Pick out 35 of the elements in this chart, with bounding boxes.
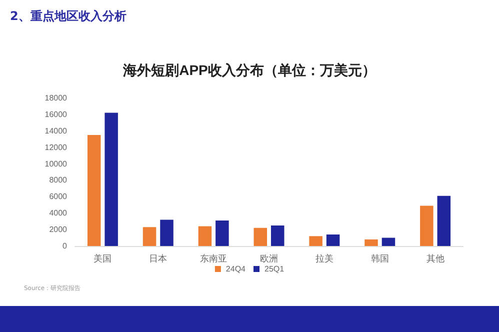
x-tick-label: 其他 [426,254,444,264]
y-tick-label: 8000 [49,176,68,185]
text: 2、重点地区收入分析 [10,8,126,25]
bar [382,238,396,246]
y-tick-label: 14000 [44,126,68,136]
bar [270,225,284,246]
y-tick-label: 10000 [44,159,68,168]
x-tick-label: 拉美 [315,254,334,264]
bar [309,236,322,246]
bar [104,112,118,246]
x-tick-label: 欧洲 [260,254,278,264]
y-tick-label: 0 [62,242,68,250]
bar [142,227,156,246]
bar [437,196,451,246]
bar [216,220,229,246]
bar [198,226,212,246]
legend-label: 25Q1 [264,264,285,274]
x-tick-label: 东南亚 [200,254,228,264]
y-tick-label: 2000 [49,225,68,234]
bar [160,220,174,246]
y-tick-label: 12000 [44,142,68,152]
x-tick-label: 韩国 [370,254,389,264]
y-tick-label: 16000 [44,110,68,119]
x-tick-label: 日本 [149,254,168,264]
bar [420,206,434,246]
bar [254,228,268,246]
y-tick-label: 4000 [49,208,68,218]
bar [87,135,101,246]
y-tick-label: 6000 [49,192,68,202]
bar [364,239,378,246]
y-tick-label: 18000 [44,94,68,102]
bar [326,234,340,246]
chart-title: 海外短剧APP收入分布（单位：万美元） [122,62,376,78]
x-tick-label: 美国 [94,254,112,264]
legend-label: 24Q4 [226,264,246,274]
